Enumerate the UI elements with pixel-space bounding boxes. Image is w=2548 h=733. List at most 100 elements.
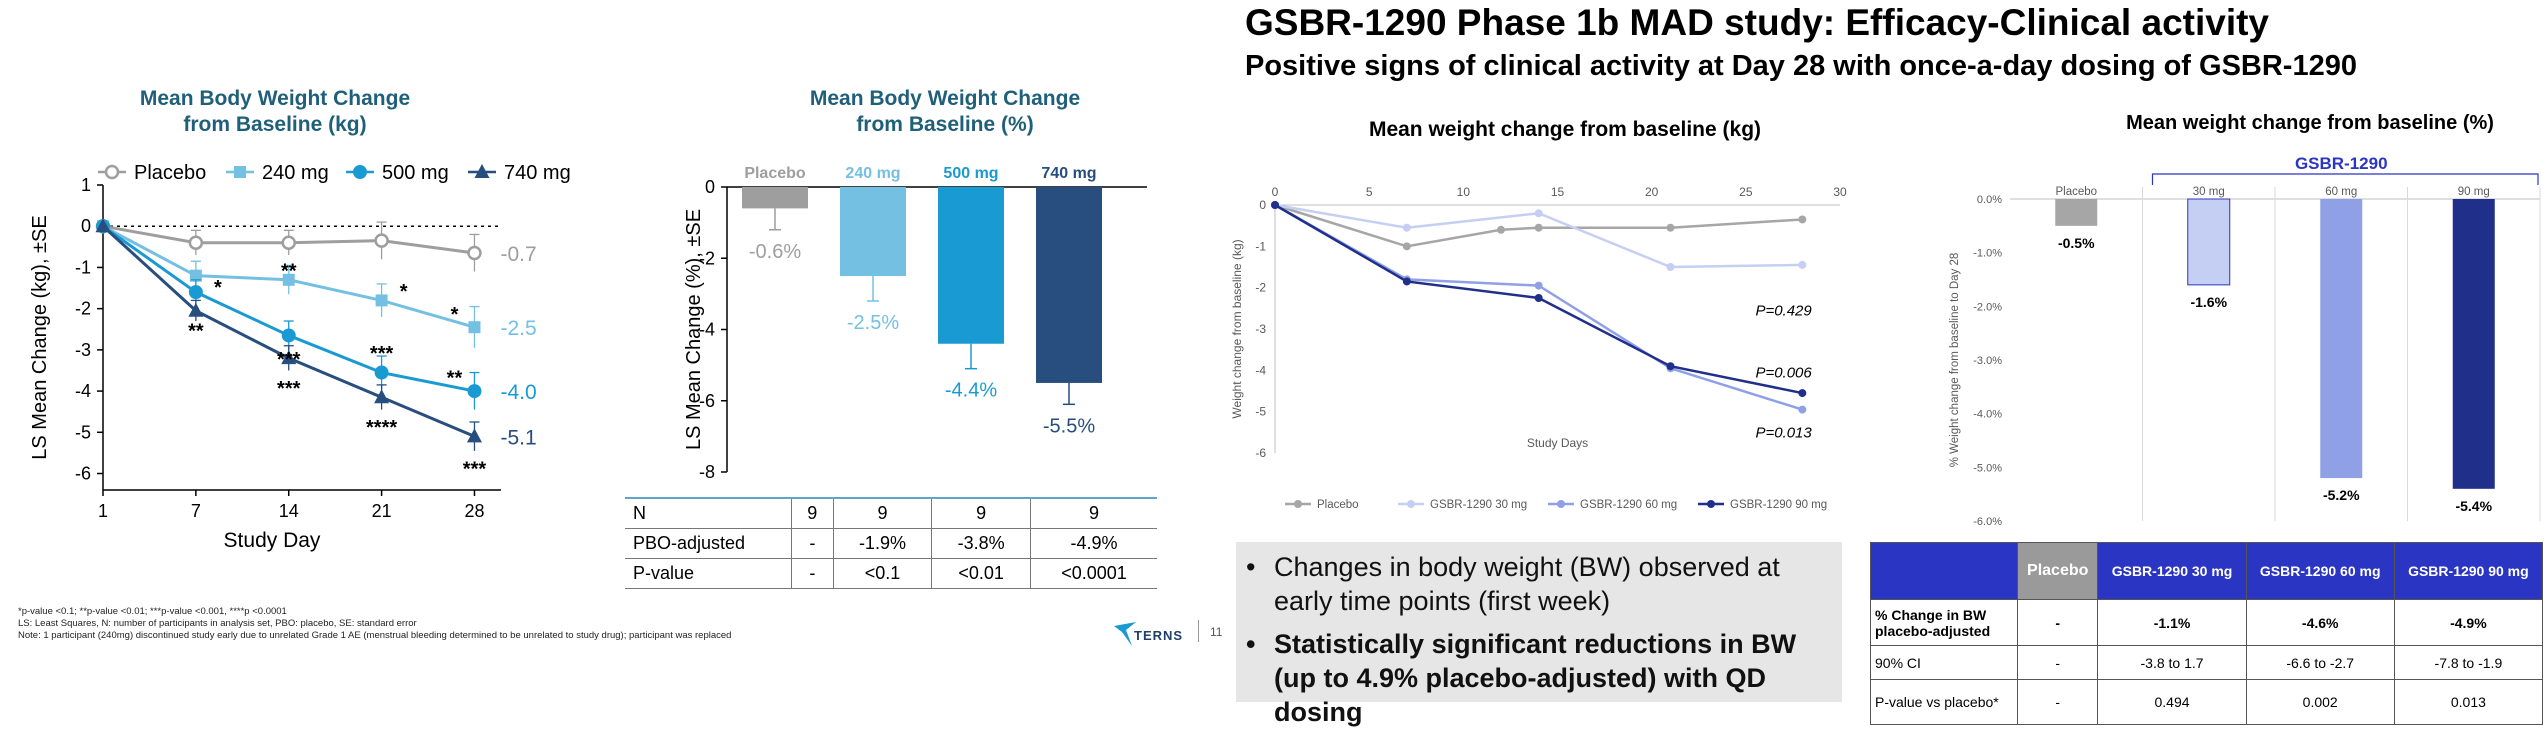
significance-stars: ***: [277, 378, 301, 400]
data-point: [1534, 223, 1543, 232]
data-point: [95, 218, 111, 233]
data-point: [375, 294, 388, 307]
x-tick-label: 21: [372, 501, 392, 521]
legend-marker: [234, 166, 246, 178]
bullet-text: Statistically significant reductions in …: [1274, 629, 1797, 727]
value-label: -2.5%: [847, 312, 899, 334]
data-point: [189, 269, 202, 282]
table-cell: <0.0001: [1029, 558, 1157, 589]
value-label: -5.4%: [2455, 498, 2492, 514]
legend-label: Placebo: [1317, 499, 1359, 511]
bar: [2055, 199, 2098, 226]
y-axis-label: LS Mean Change (kg), ±SE: [29, 215, 51, 459]
legend-label: GSBR-1290 90 mg: [1730, 499, 1827, 511]
bird-icon: [1114, 622, 1136, 646]
series-line: [1274, 203, 1803, 248]
value-label: -4.4%: [945, 380, 997, 402]
table-cell: -1.1%: [2097, 599, 2247, 646]
series-line: [1274, 203, 1803, 411]
data-point: [1798, 260, 1807, 269]
legend-marker: [104, 164, 120, 180]
chart3-title: Mean weight change from baseline (kg): [1368, 118, 1762, 141]
table-cell: <0.01: [931, 558, 1031, 589]
bar: [2320, 199, 2363, 479]
x-tick-label: 14: [279, 501, 299, 521]
chart2-title-line2: from Baseline (%): [856, 113, 1034, 136]
chart2-stats-table: N 9 9 9 9 PBO-adjusted - -1.9% -3.8% -4.…: [625, 497, 1157, 589]
end-value-label: -0.7: [500, 243, 536, 266]
legend-label: 500 mg: [382, 162, 449, 184]
bar: [1036, 187, 1102, 383]
table-row: PBO-adjusted - -1.9% -3.8% -4.9%: [625, 528, 1157, 559]
bar: [742, 187, 808, 209]
value-label: -0.6%: [749, 241, 801, 263]
table-row-label: P-value: [625, 558, 792, 589]
bar: [938, 187, 1004, 344]
chart1-title-line1: Mean Body Weight Change: [139, 87, 411, 110]
y-tick-label: -4.0%: [1973, 409, 2002, 421]
data-point: [1666, 362, 1675, 371]
data-point: [1798, 405, 1807, 414]
legend-marker: [474, 164, 490, 178]
table-cell: -: [2016, 679, 2099, 725]
table-row: 90% CI - -3.8 to 1.7 -6.6 to -2.7 -7.8 t…: [1870, 645, 2544, 680]
y-tick-label: -6.0%: [1973, 516, 2002, 528]
subtitle: Positive signs of clinical activity at D…: [1245, 50, 2357, 82]
table-cell: -6.6 to -2.7: [2245, 645, 2395, 680]
table-row: P-value - <0.1 <0.01 <0.0001: [625, 558, 1157, 589]
end-value-label: -2.5: [500, 317, 536, 340]
data-point: [374, 365, 389, 380]
chart4-stats-table: Placebo GSBR-1290 30 mg GSBR-1290 60 mg …: [1870, 542, 2544, 725]
significance-stars: *: [214, 277, 222, 299]
bullet-dot-icon: •: [1246, 552, 1256, 582]
y-tick-label: -4: [1255, 363, 1266, 377]
chart2-title-line1: Mean Body Weight Change: [809, 87, 1081, 110]
x-tick-label: 7: [191, 501, 201, 521]
value-label: -1.6%: [2190, 294, 2227, 310]
significance-stars: *: [451, 304, 459, 326]
data-point: [1534, 281, 1543, 290]
x-tick-label: 28: [464, 501, 484, 521]
logo-divider: [1198, 620, 1199, 642]
category-label: 240 mg: [845, 165, 900, 182]
table-cell: -: [2016, 645, 2099, 680]
table-cell: <0.1: [832, 558, 932, 589]
table-cell: -: [2016, 599, 2099, 646]
data-point: [374, 389, 390, 404]
y-tick-label: -2.0%: [1973, 301, 2002, 313]
y-tick-label: 0.0%: [1977, 194, 2002, 206]
p-value-annotation: P=0.013: [1755, 424, 1812, 441]
data-point: [1534, 294, 1543, 302]
data-point: [1798, 389, 1807, 398]
chart1-title: Mean Body Weight Change from Baseline (k…: [80, 86, 470, 138]
chart2-title: Mean Body Weight Change from Baseline (%…: [760, 86, 1130, 138]
terns-logo: TERNS: [1112, 620, 1192, 650]
x-tick-label: 25: [1739, 185, 1753, 199]
y-tick-label: -6: [75, 464, 91, 484]
value-label: -5.2%: [2323, 487, 2360, 503]
y-tick-label: -3: [1255, 322, 1266, 336]
x-axis-label: Study Days: [1527, 436, 1588, 450]
table-row: % Change in BW placebo-adjusted - -1.1% …: [1870, 599, 2544, 646]
table-row-label: N: [625, 497, 792, 529]
p-value-annotation: P=0.429: [1755, 302, 1812, 319]
bullet-box: • Changes in body weight (BW) observed a…: [1236, 542, 1842, 727]
table-cell: 0.013: [2393, 679, 2544, 725]
significance-stars: **: [447, 368, 463, 390]
legend-label: GSBR-1290 30 mg: [1430, 499, 1527, 511]
data-point: [282, 273, 295, 286]
table-cell: -3.8%: [931, 528, 1031, 559]
x-tick-label: 0: [1272, 185, 1279, 199]
y-tick-label: -6: [1255, 446, 1266, 460]
y-axis-label: % Weight change from baseline to Day 28: [1949, 253, 1961, 468]
significance-stars: *: [400, 281, 408, 303]
legend-marker: [1707, 500, 1715, 508]
data-point: [1798, 215, 1807, 224]
data-point: [188, 235, 204, 250]
legend-marker: [1294, 500, 1302, 508]
legend-marker: [1407, 500, 1415, 508]
category-label: 90 mg: [2458, 186, 2490, 198]
legend-label: GSBR-1290 60 mg: [1580, 499, 1677, 511]
y-tick-label: -1: [75, 257, 91, 277]
category-label: 500 mg: [943, 165, 998, 182]
